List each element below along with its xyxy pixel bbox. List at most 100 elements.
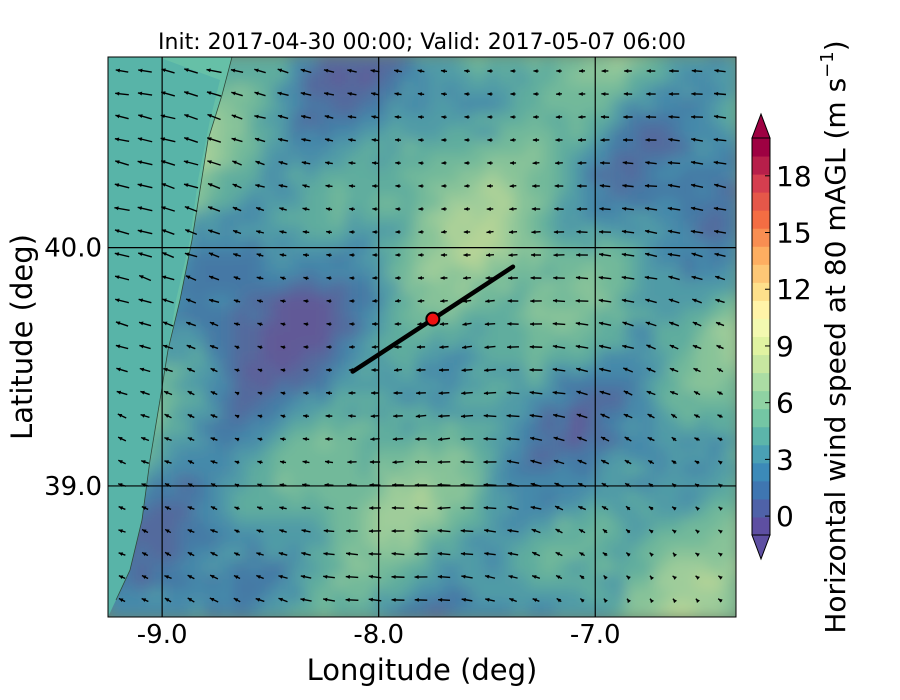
wind-arrow: [417, 298, 425, 303]
wind-arrow: [141, 505, 149, 511]
wind-arrow: [369, 506, 381, 510]
wind-arrow: [532, 160, 540, 165]
wind-arrow: [323, 528, 335, 533]
wind-arrow: [300, 68, 312, 74]
wind-arrow: [115, 321, 129, 327]
wind-arrow: [644, 252, 658, 258]
wind-arrow: [509, 597, 517, 603]
wind-arrow: [553, 253, 565, 258]
wind-arrow: [601, 482, 609, 488]
wind-arrow: [207, 113, 221, 121]
wind-arrow: [713, 160, 727, 165]
wind-arrow: [414, 505, 428, 510]
wind-arrow: [414, 528, 428, 533]
wind-arrow: [714, 68, 726, 73]
wind-arrow: [231, 114, 243, 120]
wind-arrow: [415, 414, 427, 419]
wind-arrow: [279, 207, 287, 211]
wind-arrow: [117, 483, 127, 487]
wind-arrow: [487, 138, 493, 142]
wind-arrow: [669, 367, 679, 373]
wind-arrow: [691, 68, 703, 73]
wind-arrow: [368, 551, 382, 556]
wind-arrow: [417, 92, 425, 97]
wind-arrow: [714, 275, 726, 281]
longitude-tick-label: -8.0: [353, 620, 404, 650]
wind-arrow: [624, 69, 632, 73]
wind-arrow: [695, 506, 700, 511]
wind-arrow: [507, 528, 519, 533]
wind-arrow: [510, 115, 516, 120]
wind-arrow: [209, 597, 219, 603]
wind-arrow: [162, 298, 174, 304]
wind-arrow: [348, 184, 356, 189]
wind-arrow: [370, 92, 380, 96]
wind-arrow: [717, 575, 723, 580]
wind-arrow: [277, 68, 289, 74]
wind-arrow: [695, 575, 700, 580]
wind-arrow: [395, 276, 401, 280]
wind-arrow: [530, 253, 542, 257]
colorbar-tick-label: 9: [776, 330, 794, 363]
plot-title: Init: 2017-04-30 00:00; Valid: 2017-05-0…: [158, 30, 686, 55]
wind-arrow: [161, 229, 175, 235]
wind-arrow: [645, 298, 657, 304]
wind-arrow: [718, 506, 723, 511]
wind-arrow: [690, 206, 704, 211]
wind-arrow: [464, 69, 470, 74]
longitude-tick-label: -9.0: [137, 620, 188, 650]
colorbar-frame: [751, 137, 771, 536]
wind-arrow: [369, 483, 381, 487]
wind-arrow: [256, 276, 264, 281]
wind-arrow: [118, 505, 126, 511]
wind-arrow: [115, 68, 129, 73]
wind-arrow: [621, 275, 635, 280]
wind-arrow: [416, 368, 426, 372]
wind-arrow: [392, 460, 404, 465]
wind-arrow: [647, 413, 655, 419]
wind-arrow: [579, 597, 585, 603]
wind-arrow: [668, 298, 680, 304]
wind-arrow: [668, 114, 680, 119]
wind-arrow: [303, 391, 309, 396]
wind-arrow: [717, 552, 723, 557]
wind-arrow: [692, 321, 702, 327]
wind-arrow: [395, 161, 401, 166]
wind-arrow: [438, 391, 450, 396]
wind-arrow: [323, 91, 335, 96]
wind-arrow: [714, 252, 726, 257]
wind-arrow: [717, 598, 723, 603]
wind-arrow: [647, 436, 655, 442]
wind-arrow: [717, 529, 723, 534]
wind-arrow: [483, 482, 497, 487]
wind-arrow: [372, 253, 378, 257]
wind-arrow: [529, 413, 543, 418]
wind-arrow: [576, 390, 588, 396]
wind-arrow: [440, 253, 448, 257]
wind-arrow: [717, 414, 723, 419]
wind-arrow: [600, 115, 610, 119]
wind-arrow: [206, 137, 222, 143]
wind-arrow: [257, 345, 263, 350]
wind-arrow: [646, 367, 656, 373]
wind-arrow: [645, 321, 657, 327]
wind-arrow: [623, 413, 633, 419]
wind-arrow: [624, 482, 632, 488]
wind-arrow: [206, 68, 222, 74]
wind-arrow: [302, 437, 310, 442]
wind-arrow: [210, 528, 218, 534]
wind-arrow: [325, 437, 333, 441]
wind-arrow: [622, 321, 634, 327]
wind-arrow: [279, 460, 287, 465]
wind-arrow: [280, 391, 286, 396]
wind-arrow: [184, 205, 198, 213]
wind-arrow: [303, 345, 309, 350]
wind-arrow: [185, 321, 197, 327]
wind-arrow: [300, 114, 312, 119]
wind-arrow: [370, 414, 380, 418]
wind-arrow: [372, 322, 378, 326]
wind-arrow: [648, 506, 654, 511]
wind-arrow: [555, 574, 563, 580]
colorbar-band: [752, 210, 770, 229]
wind-arrow: [187, 574, 195, 580]
